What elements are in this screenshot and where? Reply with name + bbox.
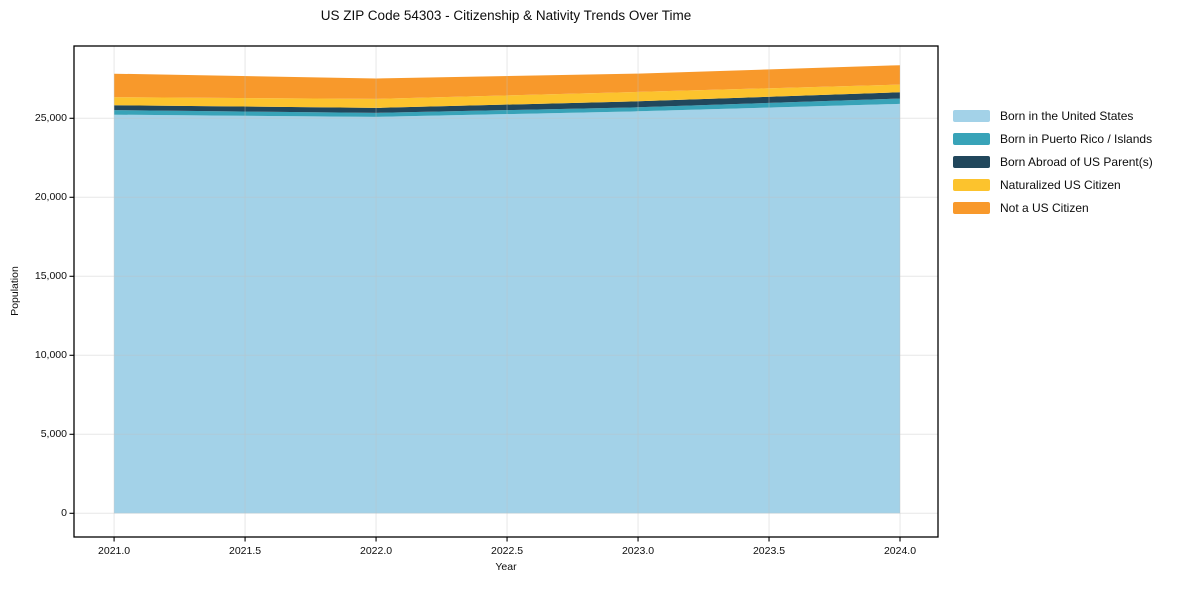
y-tick-label: 20,000 (34, 190, 67, 203)
legend-swatch (953, 155, 990, 168)
axes-frame (73, 45, 939, 538)
legend-swatch (953, 178, 990, 191)
legend-item-naturalized-us-citizen: Naturalized US Citizen (953, 173, 1153, 196)
area-born-in-puerto-rico-islands (114, 98, 901, 117)
y-tick-label: 15,000 (34, 269, 67, 282)
legend-label: Not a US Citizen (1000, 200, 1089, 215)
x-tick-label: 2021.5 (229, 545, 262, 557)
legend-item-born-in-puerto-rico-islands: Born in Puerto Rico / Islands (953, 127, 1153, 150)
y-tick-label: 25,000 (34, 111, 67, 124)
y-tick-label: 5,000 (40, 427, 67, 440)
y-tick-label: 10,000 (34, 348, 67, 361)
x-axis-label: Year (495, 561, 517, 573)
area-naturalized-us-citizen (114, 84, 901, 108)
x-tick-label: 2023.5 (752, 545, 786, 557)
legend: Born in the United States Born in Puerto … (953, 104, 1153, 219)
legend-item-born-abroad-of-us-parent-s: Born Abroad of US Parent(s) (953, 150, 1153, 173)
x-tick-label: 2022.5 (490, 545, 524, 557)
area-born-abroad-of-us-parent-s (114, 92, 901, 113)
x-tick-label: 2024.0 (883, 545, 917, 557)
legend-item-not-a-us-citizen: Not a US Citizen (953, 196, 1153, 219)
x-tick-label: 2022.0 (359, 545, 393, 557)
legend-label: Born Abroad of US Parent(s) (1000, 154, 1153, 169)
chart-title: US ZIP Code 54303 - Citizenship & Nativi… (320, 8, 692, 23)
area-not-a-us-citizen (114, 65, 901, 99)
legend-label: Born in the United States (1000, 108, 1134, 123)
legend-label: Naturalized US Citizen (1000, 177, 1121, 192)
x-tick-label: 2021.0 (98, 545, 131, 557)
legend-item-born-in-the-united-states: Born in the United States (953, 104, 1153, 127)
legend-label: Born in Puerto Rico / Islands (1000, 131, 1153, 146)
area-born-in-the-united-states (114, 103, 901, 514)
legend-swatch (953, 201, 990, 214)
legend-swatch (953, 109, 990, 122)
legend-swatch (953, 132, 990, 145)
x-tick-label: 2023.0 (621, 545, 655, 557)
y-tick-label: 0 (61, 506, 67, 519)
